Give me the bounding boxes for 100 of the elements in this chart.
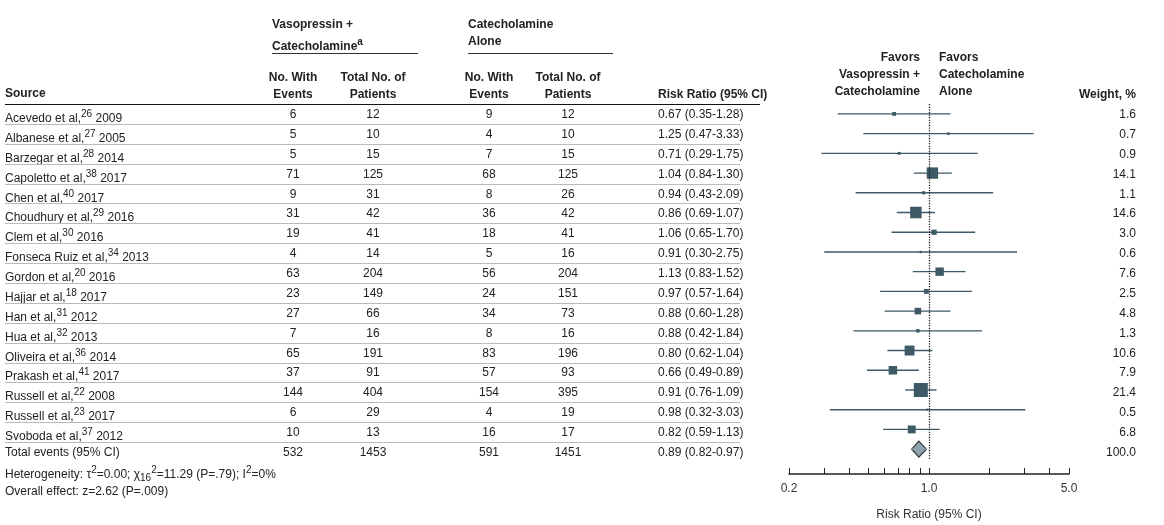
text: 1.3	[1119, 325, 1136, 340]
category-label: Barzegar et al,$^{28}$ 2014	[5, 147, 125, 165]
text: 5	[485, 246, 493, 261]
text: 36	[482, 206, 496, 221]
text: Heterogeneity: τ$^{2}$=0.00; χ$_{16}$$^{2}$=11.29 (P=.79); I$^{2}$=0%	[5, 463, 276, 484]
category-label: Choudhury et al,$^{29}$ 2016	[5, 207, 135, 225]
text: 7.6	[1119, 266, 1136, 281]
text: Vasopressin + Catecholamine$^{a}$	[272, 16, 364, 55]
text: 17	[561, 425, 575, 440]
text: 0.7	[1119, 126, 1136, 141]
text: 532	[282, 444, 304, 459]
category-label: Weight, %	[1077, 86, 1136, 103]
text: 19	[561, 405, 575, 420]
category-label: Albanese et al,$^{27}$ 2005	[5, 127, 126, 145]
text: 10	[366, 126, 380, 141]
category-label: Oliveira et al,$^{36}$ 2014	[5, 346, 117, 364]
point	[923, 288, 929, 294]
category-label: Hajjar et al,$^{18}$ 2017	[5, 286, 107, 304]
text: Favors Vasopressin + Catecholamine	[833, 49, 920, 100]
x-axis-title: Risk Ratio (95% CI)	[876, 507, 982, 521]
text: 65	[286, 345, 300, 360]
text: 8	[485, 186, 493, 201]
text: 0.67 (0.35-1.28)	[658, 107, 744, 121]
text: Source	[5, 86, 46, 100]
text: 1451	[554, 444, 582, 459]
text: 0.88 (0.60-1.28)	[658, 305, 744, 320]
text: Favors Catecholamine Alone	[939, 49, 1026, 100]
text: 14	[366, 246, 380, 261]
text: 395	[557, 385, 579, 400]
text: 154	[478, 385, 500, 400]
text: 37	[286, 365, 300, 380]
text: 21.4	[1112, 385, 1136, 400]
text: 18	[482, 226, 496, 241]
text: 4.8	[1119, 305, 1136, 320]
text: 24	[482, 285, 496, 300]
category-label: Hua et al,$^{32}$ 2013	[5, 326, 98, 344]
text: 57	[482, 365, 496, 380]
text: 1453	[359, 444, 387, 459]
text: 0.91 (0.76-1.09)	[658, 385, 744, 400]
text: 0.98 (0.32-3.03)	[658, 405, 744, 420]
text: 26	[561, 186, 575, 201]
text: 0.71 (0.29-1.75)	[658, 146, 744, 161]
category-label: Han et al,$^{31}$ 2012	[5, 306, 98, 324]
text: 16	[366, 325, 380, 340]
text: 4	[289, 246, 297, 261]
text: 0.97 (0.57-1.64)	[658, 285, 744, 300]
text: 16	[561, 325, 575, 340]
text: 19	[286, 226, 300, 241]
text: 9	[485, 107, 493, 121]
text: 27	[286, 305, 300, 320]
category-label: Fonseca Ruiz et al,$^{34}$ 2013	[5, 247, 149, 265]
category-label: No. With Events	[267, 69, 319, 103]
category-label: Acevedo et al,$^{26}$ 2009	[5, 108, 123, 125]
x-tick-label: 1.0	[920, 481, 938, 495]
text: 8	[485, 325, 493, 340]
text: 6	[289, 107, 297, 121]
category-label: No. With Events	[463, 69, 515, 103]
category-label: Total No. of Patients	[534, 69, 602, 103]
text: 0.86 (0.69-1.07)	[658, 206, 744, 221]
text: 0.88 (0.42-1.84)	[658, 325, 744, 340]
text: 125	[557, 166, 579, 181]
category-label: Chen et al,$^{40}$ 2017	[5, 187, 105, 205]
text: 125	[362, 166, 384, 181]
text: 1.04 (0.84-1.30)	[658, 166, 744, 181]
text: 29	[366, 405, 380, 420]
category-label: Risk Ratio (95% CI)	[658, 86, 769, 103]
text: 91	[366, 365, 380, 380]
text: 191	[362, 345, 384, 360]
category-label: Clem et al,$^{30}$ 2016	[5, 227, 104, 245]
text: 42	[561, 206, 575, 221]
text: 1.06 (0.65-1.70)	[658, 226, 744, 241]
text: 71	[286, 166, 300, 181]
text: 93	[561, 365, 575, 380]
text: 31	[286, 206, 300, 221]
text: 15	[366, 146, 380, 161]
text: 204	[362, 266, 384, 281]
text: 6	[289, 405, 297, 420]
category-label: Svoboda et al,$^{37}$ 2012	[5, 426, 123, 444]
text: 100.0	[1105, 444, 1136, 459]
text: 0.6	[1119, 246, 1136, 261]
category-label: Capoletto et al,$^{38}$ 2017	[5, 167, 127, 185]
text: 204	[557, 266, 579, 281]
category-label: Gordon et al,$^{20}$ 2016	[5, 267, 116, 285]
point	[935, 267, 944, 276]
point	[907, 425, 916, 434]
text: 404	[362, 385, 384, 400]
text: 0.5	[1119, 405, 1136, 420]
text: 7.9	[1119, 365, 1136, 380]
text: 591	[478, 444, 500, 459]
text: 15	[561, 146, 575, 161]
category-label: Russell et al,$^{22}$ 2008	[5, 386, 115, 404]
text: 34	[482, 305, 496, 320]
text: 0.89 (0.82-0.97)	[658, 444, 744, 459]
text: 0.91 (0.30-2.75)	[658, 246, 744, 261]
text: 149	[362, 285, 384, 300]
text: 41	[561, 226, 575, 241]
text: 7	[485, 146, 493, 161]
text: 56	[482, 266, 496, 281]
text: 0.80 (0.62-1.04)	[658, 345, 744, 360]
text: 6.8	[1119, 425, 1136, 440]
